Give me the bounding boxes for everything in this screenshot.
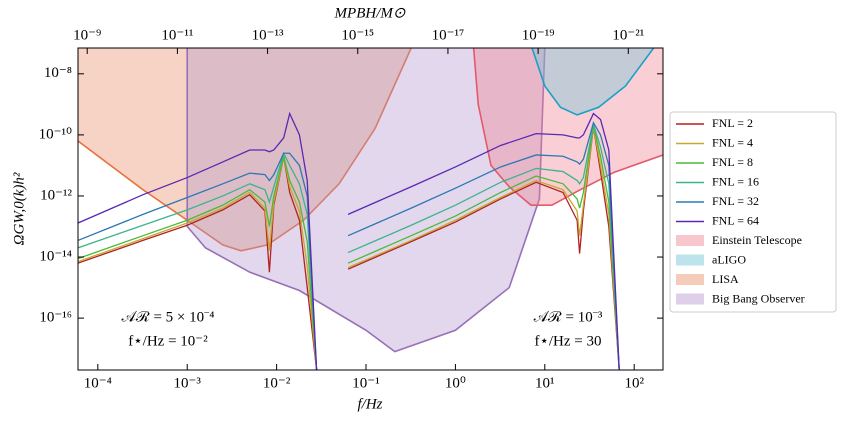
annotation: 𝒜ℛ = 5 × 10⁻⁴	[122, 309, 215, 325]
legend-swatch	[676, 254, 704, 266]
series-line	[78, 111, 620, 370]
plot-frame	[77, 47, 664, 371]
y-tick-label: 10⁻¹⁰	[39, 126, 72, 142]
series-line	[78, 121, 620, 370]
legend-swatch	[676, 235, 704, 246]
sensitivity-edge	[531, 48, 655, 116]
legend-label: FNL = 64	[712, 213, 759, 227]
sensitivity-region	[473, 48, 663, 206]
top-axis-label: MPBH/M⊙	[334, 5, 406, 21]
x-tick-label: 10⁻²	[263, 375, 291, 391]
x-tick-label: 10⁰	[445, 375, 466, 391]
top-tick-label: 10⁻¹³	[252, 27, 284, 43]
annotation: f⋆/Hz = 10⁻²	[128, 333, 208, 349]
top-tick-label: 10⁻¹⁹	[522, 27, 555, 43]
top-tick-label: 10⁻¹⁷	[432, 27, 465, 43]
sensitivity-region	[187, 48, 545, 352]
x-tick-label: 10⁻⁴	[84, 375, 112, 391]
top-tick-label: 10⁻²¹	[612, 27, 644, 43]
y-tick-label: 10⁻¹⁶	[39, 310, 72, 326]
legend-label: LISA	[712, 272, 739, 286]
series-line	[78, 124, 620, 370]
x-axis-label: f/Hz	[357, 396, 382, 412]
x-tick-label: 10⁻¹	[352, 375, 379, 391]
legend	[669, 111, 837, 313]
y-axis-label: ΩGW,0(k)h²	[11, 172, 27, 245]
series-line	[78, 126, 620, 370]
legend-label: FNL = 4	[712, 135, 753, 149]
lines	[78, 111, 620, 370]
sensitivity-region	[532, 48, 654, 115]
y-tick-label: 10⁻¹²	[40, 187, 72, 203]
legend-label: Einstein Telescope	[712, 233, 802, 247]
sensitivity-edge	[186, 48, 546, 353]
x-tick-label: 10¹	[535, 375, 555, 391]
legend-swatch	[676, 274, 704, 285]
annotation: f⋆/Hz = 30	[534, 333, 601, 349]
legend-label: FNL = 2	[712, 116, 753, 130]
legend-label: FNL = 16	[712, 174, 759, 188]
sensitivity-edge	[78, 48, 412, 252]
legend-swatch	[676, 293, 704, 305]
top-tick-label: 10⁻⁹	[73, 27, 101, 43]
series-line	[78, 125, 620, 370]
top-tick-label: 10⁻¹⁵	[341, 27, 374, 43]
x-tick-label: 10⁻³	[174, 375, 202, 391]
legend-label: Big Bang Observer	[712, 291, 805, 305]
y-tick-label: 10⁻⁸	[44, 65, 72, 81]
legend-label: FNL = 32	[712, 194, 759, 208]
y-tick-label: 10⁻¹⁴	[39, 248, 72, 264]
regions	[78, 48, 663, 353]
x-tick-label: 10²	[624, 375, 644, 391]
series-line	[78, 126, 620, 370]
legend-label: FNL = 8	[712, 155, 753, 169]
sensitivity-region	[78, 48, 412, 251]
legend-label: aLIGO	[712, 252, 746, 266]
top-tick-label: 10⁻¹¹	[161, 27, 193, 43]
annotation: 𝒜ℛ = 10⁻³	[534, 309, 603, 325]
